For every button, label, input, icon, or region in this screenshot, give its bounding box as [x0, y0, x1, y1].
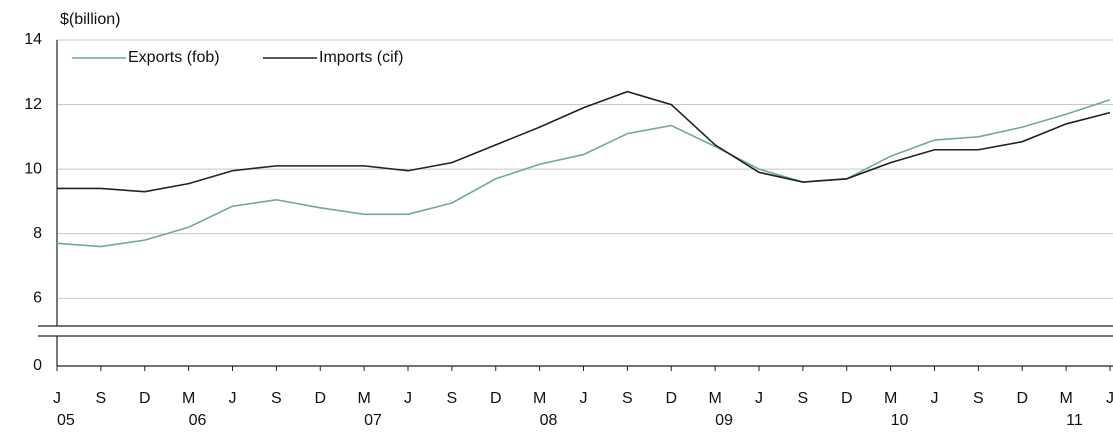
x-tick-label: D: [490, 390, 502, 407]
x-tick-label: S: [973, 390, 984, 407]
x-tick-label: J: [53, 390, 61, 407]
x-tick-label: M: [533, 390, 546, 407]
x-tick-label: M: [884, 390, 897, 407]
line-series: [56, 98, 1111, 248]
y-tick-label: 14: [24, 31, 42, 48]
y-tick-label: 8: [33, 225, 42, 242]
x-tick-label: J: [1106, 390, 1113, 407]
y-tick-label: 12: [24, 96, 42, 113]
year-label: 07: [364, 412, 382, 429]
year-label: 05: [57, 412, 75, 429]
x-tick-label: D: [139, 390, 151, 407]
x-tick-label: J: [931, 390, 939, 407]
x-tick-label: D: [1016, 390, 1028, 407]
line-series: [57, 90, 1111, 193]
legend-label: Imports (cif): [319, 49, 403, 66]
year-label: 10: [891, 412, 909, 429]
y-axis-label: $(billion): [60, 11, 120, 28]
year-label: 11: [1066, 412, 1083, 429]
x-tick-label: M: [357, 390, 370, 407]
x-tick-label: J: [404, 390, 412, 407]
x-tick-label: S: [447, 390, 458, 407]
x-tick-label: M: [708, 390, 721, 407]
x-tick-label: J: [229, 390, 237, 407]
x-tick-label: M: [1059, 390, 1072, 407]
legend-label: Exports (fob): [128, 49, 220, 66]
x-tick-label: D: [314, 390, 326, 407]
x-tick-label: S: [96, 390, 107, 407]
x-tick-label: J: [755, 390, 763, 407]
y-tick-label: 6: [33, 289, 42, 306]
year-label: 06: [189, 412, 207, 429]
year-label: 09: [715, 412, 733, 429]
x-tick-label: D: [665, 390, 677, 407]
x-tick-label: M: [182, 390, 195, 407]
y-tick-label: 10: [24, 160, 42, 177]
x-tick-label: S: [622, 390, 633, 407]
x-tick-label: S: [798, 390, 809, 407]
x-tick-label: D: [841, 390, 853, 407]
x-tick-label: S: [271, 390, 282, 407]
x-tick-label: J: [580, 390, 588, 407]
year-label: 08: [540, 412, 558, 429]
y-tick-label: 0: [33, 357, 42, 374]
